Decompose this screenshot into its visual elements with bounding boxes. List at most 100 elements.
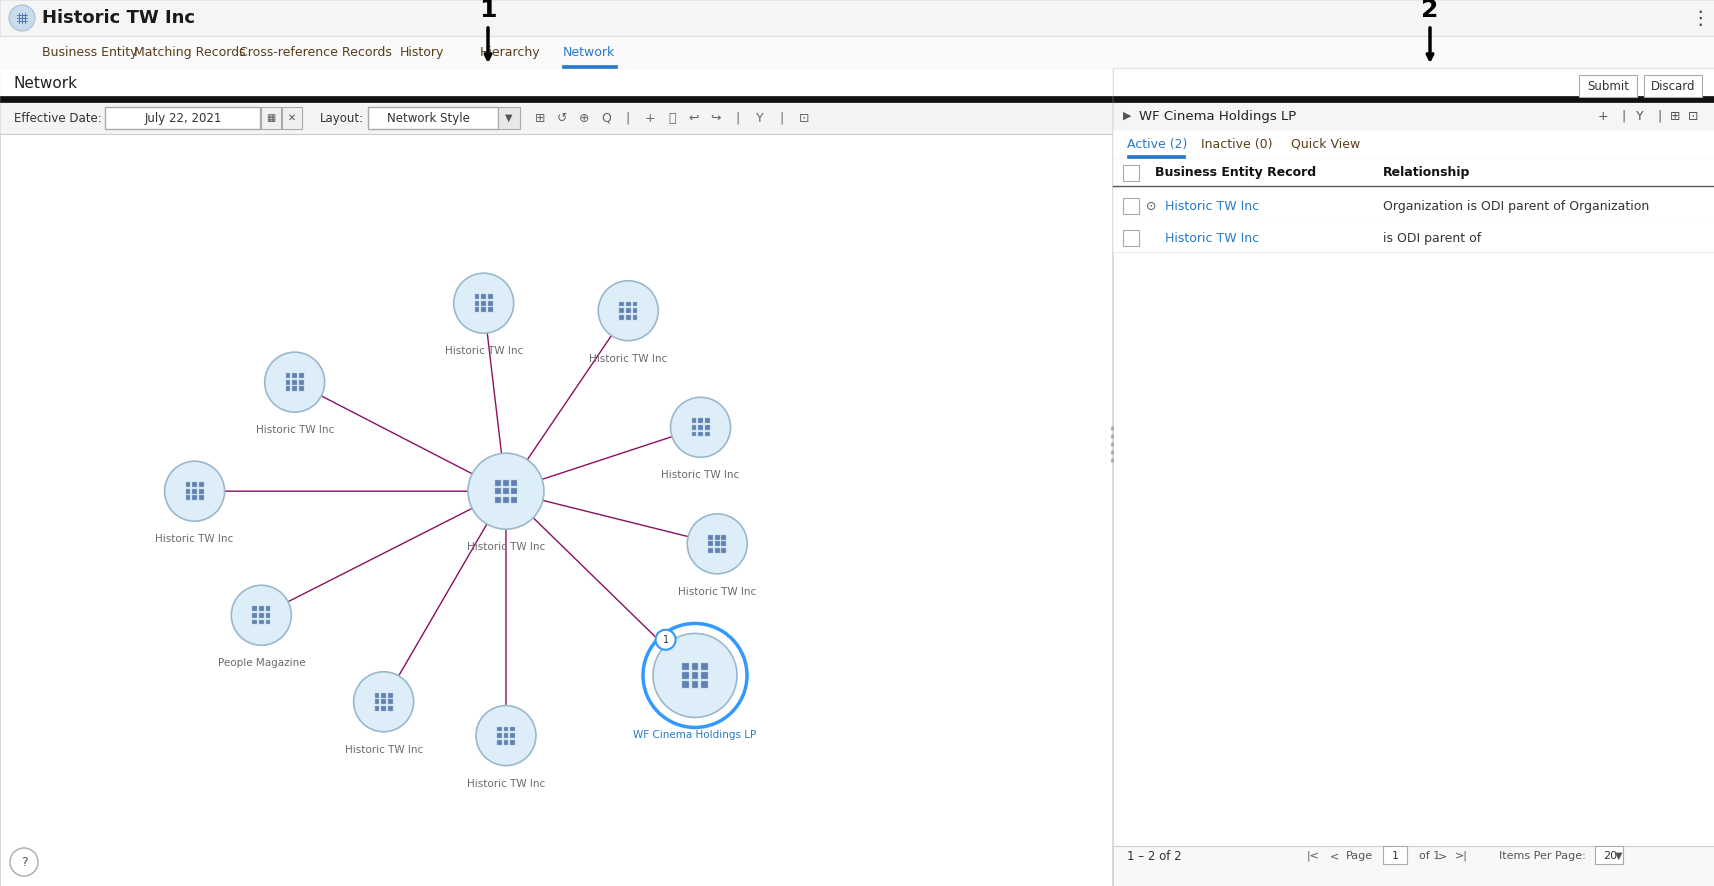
Text: 1: 1 [663,634,668,645]
Bar [488,301,492,306]
Bar [0,96,1112,102]
Bar [185,489,190,494]
Bar [715,541,720,546]
Bar [692,681,698,688]
Circle shape [655,630,675,649]
Bar [511,740,514,744]
Bar [252,613,257,618]
Bar [1596,846,1623,864]
Bar [0,102,1112,134]
Bar [266,619,271,625]
Bar [704,418,710,423]
Bar [502,488,509,494]
Bar [259,606,264,611]
Bar [1112,130,1714,158]
Bar [192,482,197,487]
Text: WF Cinema Holdings LP: WF Cinema Holdings LP [1140,110,1296,122]
Bar [504,727,509,731]
Circle shape [9,5,34,31]
Text: Historic TW Inc: Historic TW Inc [662,470,740,480]
Text: Historic TW Inc: Historic TW Inc [466,779,545,789]
Bar [381,699,386,704]
Text: ↺: ↺ [557,112,567,125]
Text: 1 – 2 of 2: 1 – 2 of 2 [1128,850,1181,862]
Bar [682,672,689,679]
Bar [387,693,393,697]
Text: 1: 1 [1392,851,1399,861]
Text: of 1: of 1 [1419,851,1440,861]
Bar [722,535,727,540]
Text: 2: 2 [1421,0,1438,22]
Bar [482,301,487,306]
Bar [482,307,487,312]
Bar [497,734,502,738]
Text: >|: >| [1455,851,1467,861]
Text: Cross-reference Records: Cross-reference Records [238,45,391,58]
Circle shape [653,633,737,718]
Bar [1112,188,1714,220]
Bar [1112,846,1714,886]
Bar [562,65,617,68]
Text: ↩: ↩ [689,112,699,125]
Bar [704,431,710,436]
Bar [708,548,713,553]
Bar [1112,96,1714,102]
Bar [682,681,689,688]
Text: ▶: ▶ [1123,111,1131,121]
Text: Business Entity: Business Entity [43,45,137,58]
Bar [619,308,624,313]
Bar [626,315,631,320]
Text: Historic TW Inc: Historic TW Inc [156,534,233,544]
Bar [1123,165,1140,181]
Circle shape [454,273,514,333]
Bar [715,548,720,553]
Bar [1112,68,1714,886]
Bar [1579,75,1637,97]
Circle shape [264,352,324,412]
Bar [192,489,197,494]
Circle shape [468,454,543,529]
Bar [698,425,703,430]
Text: 20: 20 [1603,851,1616,861]
Text: ↪: ↪ [711,112,722,125]
Bar [381,706,386,711]
Bar [252,606,257,611]
Bar [619,315,624,320]
Text: Historic TW Inc: Historic TW Inc [1166,231,1260,245]
Text: Historic TW Inc: Historic TW Inc [466,542,545,552]
Bar [511,727,514,731]
Bar [375,693,379,697]
Bar [298,380,303,385]
Bar [511,496,518,502]
Text: ⋮: ⋮ [1690,9,1711,27]
Text: Network: Network [562,45,615,58]
Bar [375,699,379,704]
Bar [495,488,500,494]
Text: is ODI parent of: is ODI parent of [1383,231,1481,245]
Text: Historic TW Inc: Historic TW Inc [345,745,423,755]
Bar [482,294,487,299]
Bar [105,107,261,129]
Bar [682,663,689,670]
Text: ▦: ▦ [266,113,276,123]
Text: Layout:: Layout: [321,112,363,125]
Circle shape [353,672,413,732]
Text: |: | [780,112,783,125]
Bar [286,386,290,391]
Bar [1123,230,1140,246]
Bar [715,535,720,540]
Text: Historic TW Inc: Historic TW Inc [679,587,756,597]
Bar [626,302,631,307]
Text: |: | [1621,110,1627,122]
Bar [701,672,708,679]
Bar [692,672,698,679]
Bar [504,734,509,738]
Bar [488,294,492,299]
Text: ⊕: ⊕ [579,112,590,125]
Text: Matching Records: Matching Records [134,45,245,58]
Text: |: | [1657,110,1663,122]
Text: Network Style: Network Style [387,112,470,125]
Bar [722,541,727,546]
Bar [387,706,393,711]
Bar [692,425,696,430]
